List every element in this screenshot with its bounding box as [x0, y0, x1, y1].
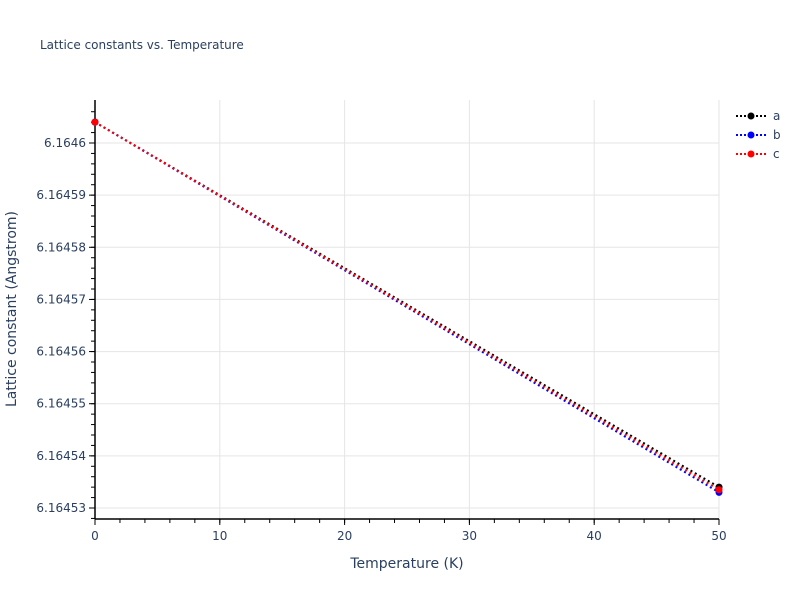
- legend-line-icon: [736, 112, 766, 119]
- y-tick-label: 6.16458: [36, 240, 86, 254]
- legend-item-a[interactable]: a: [735, 106, 781, 125]
- legend-label: c: [773, 146, 780, 161]
- legend[interactable]: a b c: [735, 106, 781, 163]
- y-tick-label: 6.16453: [36, 501, 86, 515]
- y-tick-label: 6.16455: [36, 397, 86, 411]
- legend-item-c[interactable]: c: [735, 144, 781, 163]
- x-tick-label: 0: [91, 529, 99, 543]
- legend-line-icon: [736, 150, 766, 157]
- y-tick-label: 6.16457: [36, 292, 86, 306]
- series-line-a: [94, 121, 720, 489]
- x-tick-label: 40: [587, 529, 602, 543]
- legend-label: a: [773, 108, 781, 123]
- x-tick-label: 30: [462, 529, 477, 543]
- data-point-c[interactable]: [91, 118, 99, 126]
- y-axis-title: Lattice constant (Angstrom): [4, 211, 20, 407]
- x-axis-title: Temperature (K): [349, 556, 463, 572]
- data-point-c[interactable]: [715, 486, 723, 494]
- series-line-c: [94, 121, 720, 491]
- y-tick-label: 6.16456: [36, 345, 86, 359]
- series-line-b: [94, 121, 720, 494]
- legend-line-icon: [736, 131, 766, 138]
- y-tick-label: 6.16459: [36, 188, 86, 202]
- x-tick-label: 50: [711, 529, 726, 543]
- x-tick-label: 20: [337, 529, 352, 543]
- y-tick-label: 6.16454: [36, 449, 86, 463]
- legend-item-b[interactable]: b: [735, 125, 781, 144]
- x-tick-label: 10: [212, 529, 227, 543]
- legend-label: b: [773, 127, 781, 142]
- chart-title: Lattice constants vs. Temperature: [40, 38, 244, 52]
- y-tick-label: 6.1646: [44, 136, 86, 150]
